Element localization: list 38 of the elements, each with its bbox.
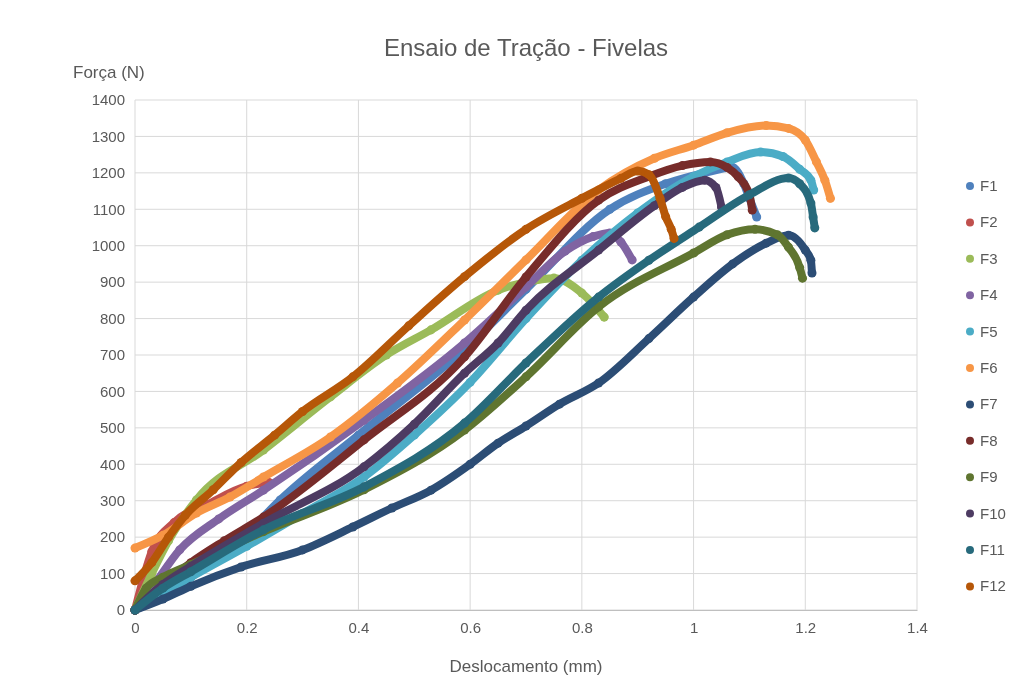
y-tick-label: 1200 bbox=[91, 164, 125, 182]
legend-label: F10 bbox=[980, 504, 1006, 522]
y-tick-label: 0 bbox=[116, 601, 125, 619]
x-tick-label: 0.6 bbox=[460, 618, 482, 636]
x-axis-title: Deslocamento (mm) bbox=[449, 657, 603, 676]
x-tick-label: 1.2 bbox=[795, 618, 817, 636]
legend-label: F12 bbox=[980, 577, 1006, 595]
legend-label: F2 bbox=[980, 213, 998, 231]
chart-title: Ensaio de Tração - Fivelas bbox=[383, 34, 669, 61]
legend-label: F3 bbox=[980, 249, 998, 267]
y-tick-label: 1100 bbox=[92, 200, 125, 218]
legend-label: F5 bbox=[980, 322, 998, 340]
legend-label: F6 bbox=[980, 359, 998, 376]
y-tick-label: 1000 bbox=[91, 237, 125, 255]
x-tick-label: 0.4 bbox=[348, 618, 370, 636]
y-tick-label: 400 bbox=[99, 455, 125, 473]
y-tick-label: 1400 bbox=[91, 91, 125, 109]
y-tick-label: 900 bbox=[99, 273, 125, 291]
x-tick-label: 0 bbox=[131, 618, 140, 636]
legend-label: F7 bbox=[980, 395, 998, 413]
y-tick-label: 300 bbox=[99, 492, 125, 510]
y-tick-label: 700 bbox=[99, 346, 125, 364]
y-tick-label: 500 bbox=[99, 419, 125, 437]
y-tick-label: 800 bbox=[99, 309, 125, 327]
x-tick-label: 0.8 bbox=[571, 618, 593, 636]
y-tick-label: 600 bbox=[99, 382, 125, 400]
y-axis-title: Força (N) bbox=[73, 63, 145, 82]
y-tick-label: 200 bbox=[99, 528, 125, 546]
legend-label: F9 bbox=[980, 468, 998, 486]
y-tick-label: 1300 bbox=[91, 127, 125, 145]
legend-label: F8 bbox=[980, 431, 998, 449]
legend-label: F4 bbox=[980, 286, 998, 304]
x-tick-label: 1 bbox=[689, 618, 699, 636]
legend-label: F1 bbox=[980, 177, 998, 194]
legend-label: F11 bbox=[980, 541, 1005, 558]
x-tick-label: 0.2 bbox=[236, 618, 258, 636]
y-tick-label: 100 bbox=[99, 564, 125, 582]
x-tick-label: 1.4 bbox=[907, 618, 928, 636]
